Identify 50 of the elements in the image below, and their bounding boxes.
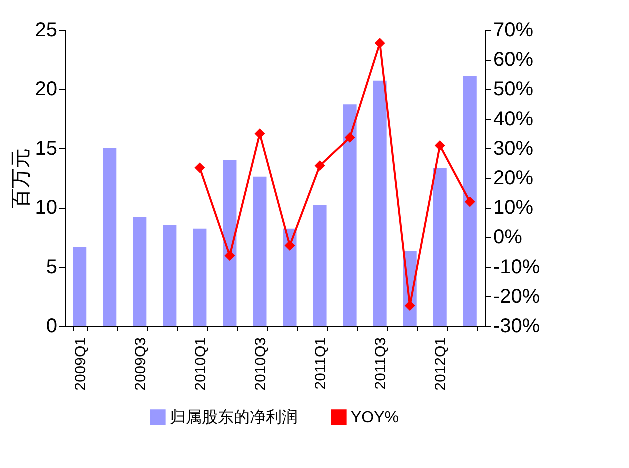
- x-tick-label: 2009Q3: [132, 338, 150, 391]
- bar: [313, 205, 327, 326]
- point: [404, 300, 416, 312]
- point: [224, 250, 236, 262]
- point: [434, 140, 446, 151]
- y-tick-label: 15: [35, 138, 58, 160]
- y2-tick-label: 40%: [494, 108, 534, 130]
- y2-tick-label: 50%: [494, 78, 534, 101]
- point: [464, 196, 476, 208]
- bar: [163, 225, 177, 326]
- bar: [103, 148, 117, 326]
- y-tick-label: 0: [46, 316, 58, 338]
- x-tick-label: 2012Q1: [432, 338, 450, 391]
- y2-tick-label: -20%: [494, 286, 540, 308]
- point: [314, 160, 326, 172]
- bar: [283, 228, 297, 326]
- legend-label: 归属股东的净利润: [170, 408, 298, 426]
- x-tick-label: 2010Q3: [252, 338, 270, 391]
- y2-tick-label: 10%: [494, 197, 534, 220]
- bar: [133, 217, 147, 326]
- y2-tick-label: 20%: [494, 168, 534, 190]
- x-tick-label: 2009Q1: [72, 338, 90, 391]
- bar: [343, 104, 357, 326]
- bar: [253, 176, 267, 326]
- bar: [433, 168, 447, 326]
- y-tick-label: 25: [35, 20, 58, 42]
- y-tick-label: 20: [35, 78, 58, 101]
- bar: [193, 228, 207, 326]
- point: [194, 162, 206, 174]
- y-axis-title: 百万元: [10, 148, 32, 208]
- x-tick-label: 2011Q1: [312, 338, 330, 390]
- bar: [73, 247, 87, 326]
- legend-label: YOY%: [351, 409, 400, 426]
- y2-tick-label: 0%: [494, 226, 523, 249]
- x-tick-label: 2010Q1: [192, 338, 210, 391]
- y-tick-label: 5: [46, 256, 58, 278]
- point: [254, 128, 266, 140]
- y2-tick-label: 60%: [494, 49, 534, 72]
- y-tick-label: 10: [35, 197, 58, 220]
- point: [344, 132, 356, 143]
- x-tick-label: 2011Q3: [372, 338, 390, 390]
- point: [374, 38, 386, 49]
- y2-tick-label: -30%: [494, 316, 540, 338]
- bar: [463, 76, 477, 326]
- y2-tick-label: 70%: [494, 20, 534, 42]
- point: [284, 240, 296, 252]
- bar: [223, 160, 237, 326]
- y2-tick-label: -10%: [494, 256, 540, 278]
- y2-tick-label: 30%: [494, 138, 534, 160]
- bar: [373, 80, 387, 326]
